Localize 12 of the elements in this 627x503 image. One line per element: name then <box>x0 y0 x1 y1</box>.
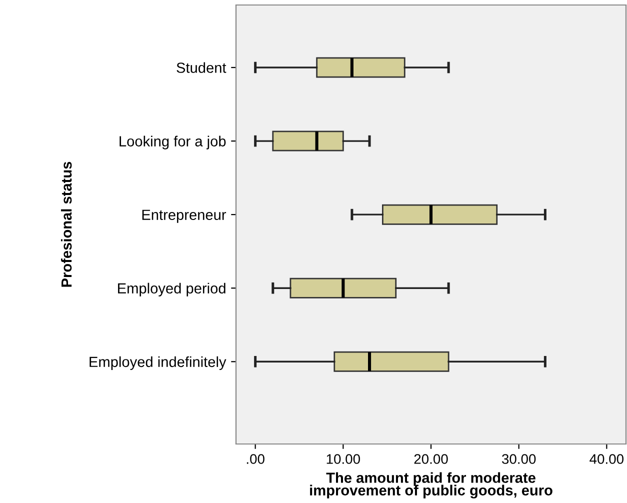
y-tick-label: Employed period <box>118 282 226 296</box>
y-tick-label: Student <box>176 62 226 73</box>
y-tick-label: Looking for a job <box>120 136 226 150</box>
x-tick-label: 20.00 <box>414 454 448 464</box>
x-tick-label: 10.00 <box>326 454 360 464</box>
y-axis-title: Profesional status <box>60 162 72 287</box>
x-tick-label: 40.00 <box>590 454 624 464</box>
y-tick-label: Employed indefinitely <box>90 356 226 370</box>
x-axis-title: The amount paid for moderate improvement of public goods, euro <box>310 472 552 498</box>
x-tick-label: 30.00 <box>502 454 536 464</box>
y-tick-label: Entrepreneur <box>142 210 226 223</box>
x-tick-label: .00 <box>246 454 264 464</box>
